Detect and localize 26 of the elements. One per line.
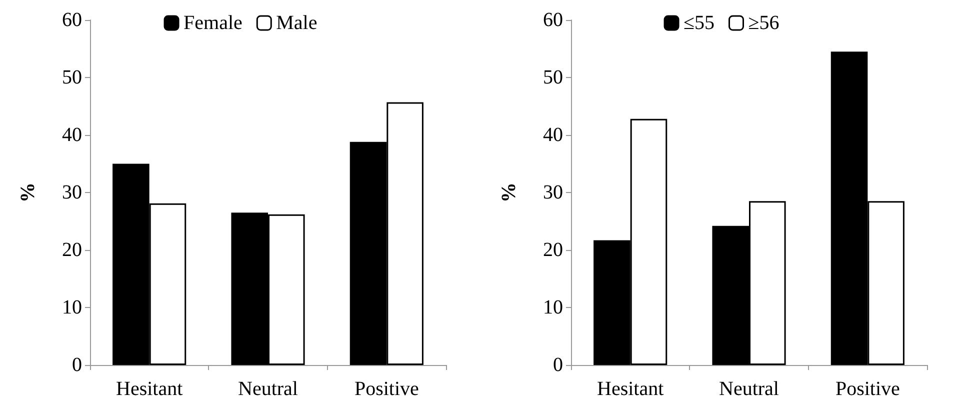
legend-label: ≤55: [684, 12, 715, 34]
y-tick-label: 50: [543, 66, 563, 88]
y-axis-title: %: [498, 182, 520, 202]
y-tick-label: 0: [553, 354, 563, 376]
legend-label: Male: [276, 12, 318, 34]
y-tick-label: 60: [543, 9, 563, 31]
y-tick-label: 10: [543, 296, 563, 318]
y-tick-label: 10: [62, 296, 82, 318]
y-axis-title: %: [17, 182, 39, 202]
legend-label: Female: [184, 12, 243, 34]
y-tick-label: 30: [62, 182, 82, 204]
y-tick-label: 20: [543, 239, 563, 261]
x-tick-label: Hesitant: [597, 378, 664, 400]
x-tick-label: Neutral: [238, 378, 298, 400]
y-tick-label: 50: [62, 66, 82, 88]
x-tick-label: Positive: [835, 378, 900, 400]
legend-label: ≥56: [748, 12, 780, 34]
y-tick-label: 40: [543, 124, 563, 146]
x-tick-label: Neutral: [719, 378, 780, 400]
y-tick-label: 20: [62, 239, 82, 261]
y-tick-label: 40: [62, 124, 82, 146]
x-tick-label: Positive: [354, 378, 420, 400]
y-tick-label: 60: [62, 9, 82, 31]
y-tick-label: 30: [543, 182, 563, 204]
x-tick-label: Hesitant: [116, 378, 184, 400]
y-tick-label: 0: [72, 354, 82, 376]
